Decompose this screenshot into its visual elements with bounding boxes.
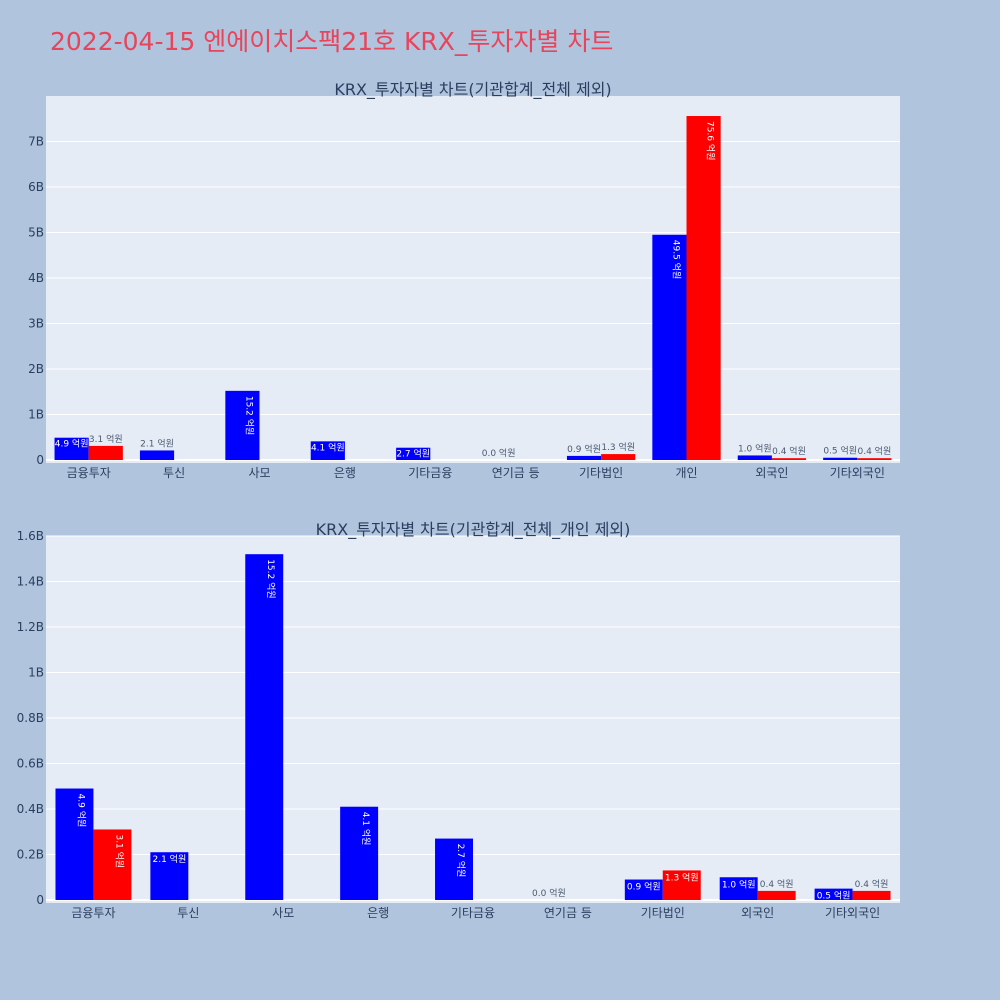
y-tick-label: 1.2B bbox=[17, 620, 44, 634]
x-tick-label: 기타외국인 bbox=[830, 466, 885, 480]
data-label: 0.9 억원 bbox=[567, 443, 601, 455]
data-label: 0.0 억원 bbox=[482, 447, 516, 459]
chart-2: 0 0.2B 0.4B 0.6B 0.8B 1B 1.2B 1.4B 1.6B KRX_투자자별 … bbox=[17, 520, 900, 920]
chart-1: 0 1B 2B 3B 4B 5B 6B 7B KRX_투자자별 차트(기관합계_전체 제외) 금융… bbox=[28, 80, 900, 480]
data-label: 1.0 억원 bbox=[738, 442, 772, 454]
buy-bar bbox=[814, 888, 853, 900]
data-label: 2.7 억원 bbox=[455, 844, 467, 878]
data-label: 0.9 억원 bbox=[627, 881, 661, 893]
sell-bar bbox=[857, 458, 892, 460]
data-label: 3.1 억원 bbox=[89, 433, 123, 445]
data-label: 3.1 억원 bbox=[113, 834, 125, 868]
buy-bar bbox=[396, 447, 431, 460]
x-tick-label: 연기금 등 bbox=[492, 466, 540, 480]
y-tick-label: 1.4B bbox=[17, 575, 44, 589]
data-label: 0.0 억원 bbox=[532, 887, 566, 899]
buy-bar bbox=[624, 879, 663, 900]
data-label: 2.1 억원 bbox=[152, 853, 186, 865]
x-tick-label: 금융투자 bbox=[71, 906, 115, 920]
data-label: 4.9 억원 bbox=[75, 794, 87, 828]
sell-bar bbox=[662, 870, 701, 900]
x-tick-label: 외국인 bbox=[741, 906, 774, 920]
data-label: 0.5 억원 bbox=[817, 890, 851, 902]
buy-bar bbox=[566, 455, 602, 460]
x-tick-label: 은행 bbox=[367, 905, 389, 920]
buy-bar bbox=[54, 437, 89, 460]
y-tick-label: 0 bbox=[36, 453, 44, 467]
x-tick-label: 투신 bbox=[177, 906, 199, 920]
y-tick-label: 1B bbox=[28, 408, 44, 422]
x-tick-label: 개인 bbox=[675, 466, 697, 480]
y-tick-label: 5B bbox=[28, 226, 44, 240]
buy-bar bbox=[823, 457, 858, 460]
x-tick-label: 기타금융 bbox=[451, 906, 495, 920]
data-label: 49.5 억원 bbox=[670, 240, 682, 279]
buy-bar bbox=[652, 234, 687, 460]
y-tick-label: 4B bbox=[28, 271, 44, 285]
data-label: 4.1 억원 bbox=[360, 812, 372, 846]
sell-bar bbox=[686, 116, 721, 461]
y-tick-label: 0.2B bbox=[17, 848, 44, 862]
y-tick-label: 1B bbox=[28, 666, 44, 680]
buy-bar bbox=[435, 838, 473, 900]
data-label: 0.4 억원 bbox=[772, 445, 806, 457]
data-label: 1.3 억원 bbox=[601, 441, 635, 453]
data-label: 0.4 억원 bbox=[760, 878, 794, 890]
y-tick-label: 2B bbox=[28, 362, 44, 376]
data-label: 1.3 억원 bbox=[665, 871, 699, 883]
buy-bar bbox=[225, 390, 260, 460]
data-label: 0.5 억원 bbox=[823, 445, 857, 457]
chart-title: KRX_투자자별 차트(기관합계_전체 제외) bbox=[334, 80, 611, 100]
page-title: 2022-04-15 엔에이치스팩21호 KRX_투자자별 차트 bbox=[50, 27, 614, 56]
x-tick-label: 은행 bbox=[334, 465, 356, 480]
data-label: 1.0 억원 bbox=[722, 878, 756, 890]
data-label: 75.6 억원 bbox=[705, 121, 717, 160]
buy-bar bbox=[55, 788, 94, 900]
y-tick-label: 3B bbox=[28, 317, 44, 331]
data-label: 2.1 억원 bbox=[140, 437, 174, 449]
data-label: 15.2 억원 bbox=[243, 396, 255, 435]
buy-bar bbox=[310, 441, 345, 460]
buy-bar bbox=[150, 852, 189, 900]
x-tick-label: 기타법인 bbox=[641, 906, 685, 920]
data-label: 4.9 억원 bbox=[55, 438, 89, 450]
x-tick-label: 기타금융 bbox=[408, 466, 452, 480]
y-tick-label: 0.6B bbox=[17, 757, 44, 771]
buy-bar bbox=[737, 455, 772, 460]
x-tick-label: 투신 bbox=[163, 466, 185, 480]
x-tick-label: 기타외국인 bbox=[825, 906, 880, 920]
sell-bar bbox=[601, 454, 636, 460]
buy-bar bbox=[139, 450, 175, 460]
y-tick-label: 6B bbox=[28, 180, 44, 194]
buy-bar bbox=[245, 554, 284, 900]
sell-bar bbox=[852, 890, 891, 900]
y-tick-label: 7B bbox=[28, 135, 44, 149]
plot-area bbox=[46, 96, 900, 463]
x-tick-label: 사모 bbox=[248, 466, 270, 480]
y-tick-label: 0.4B bbox=[17, 802, 44, 816]
data-label: 2.7 억원 bbox=[396, 448, 430, 460]
x-tick-label: 금융투자 bbox=[67, 466, 111, 480]
sell-bar bbox=[93, 829, 132, 900]
sell-bar bbox=[771, 458, 807, 460]
y-tick-label: 0 bbox=[36, 893, 44, 907]
data-label: 4.1 억원 bbox=[311, 441, 345, 453]
data-label: 15.2 억원 bbox=[265, 559, 277, 598]
chart-title: KRX_투자자별 차트(기관합계_전체_개인 제외) bbox=[316, 520, 631, 540]
x-tick-label: 연기금 등 bbox=[544, 906, 592, 920]
y-tick-label: 0.8B bbox=[17, 711, 44, 725]
sell-bar bbox=[88, 445, 123, 460]
x-tick-label: 외국인 bbox=[755, 466, 788, 480]
x-tick-label: 기타법인 bbox=[579, 466, 623, 480]
data-label: 0.4 억원 bbox=[855, 878, 889, 890]
sell-bar bbox=[757, 890, 796, 900]
y-tick-label: 1.6B bbox=[17, 529, 44, 543]
x-tick-label: 사모 bbox=[272, 906, 294, 920]
buy-bar bbox=[719, 877, 758, 900]
buy-bar bbox=[340, 806, 379, 900]
data-label: 0.4 억원 bbox=[858, 445, 892, 457]
